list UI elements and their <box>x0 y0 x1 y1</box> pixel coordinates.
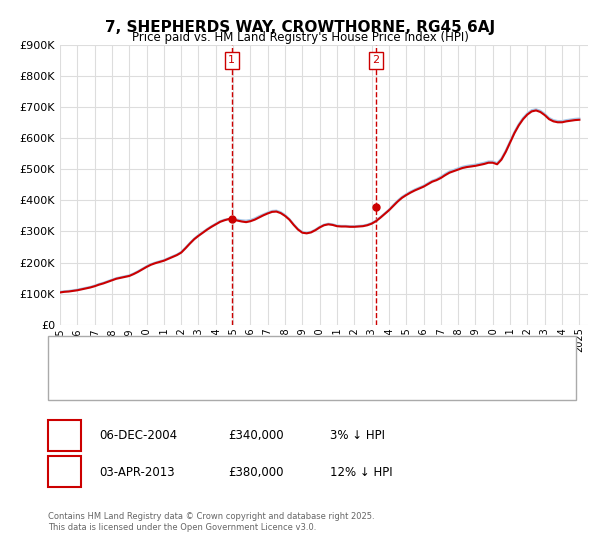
Text: 1: 1 <box>228 55 235 66</box>
Text: 7, SHEPHERDS WAY, CROWTHORNE, RG45 6AJ (detached house): 7, SHEPHERDS WAY, CROWTHORNE, RG45 6AJ (… <box>93 348 428 358</box>
Text: £340,000: £340,000 <box>228 429 284 442</box>
Text: Contains HM Land Registry data © Crown copyright and database right 2025.
This d: Contains HM Land Registry data © Crown c… <box>48 512 374 532</box>
Text: 2: 2 <box>61 465 69 479</box>
Text: Price paid vs. HM Land Registry's House Price Index (HPI): Price paid vs. HM Land Registry's House … <box>131 31 469 44</box>
Text: 1: 1 <box>61 429 69 442</box>
Text: 2: 2 <box>373 55 379 66</box>
Text: 7, SHEPHERDS WAY, CROWTHORNE, RG45 6AJ: 7, SHEPHERDS WAY, CROWTHORNE, RG45 6AJ <box>105 20 495 35</box>
Text: HPI: Average price, detached house, Wokingham: HPI: Average price, detached house, Woki… <box>93 381 347 391</box>
Text: 3% ↓ HPI: 3% ↓ HPI <box>330 429 385 442</box>
Text: 06-DEC-2004: 06-DEC-2004 <box>99 429 177 442</box>
Text: £380,000: £380,000 <box>228 465 284 479</box>
Text: —: — <box>72 377 89 395</box>
Text: —: — <box>72 344 89 362</box>
Text: 12% ↓ HPI: 12% ↓ HPI <box>330 465 392 479</box>
Text: 03-APR-2013: 03-APR-2013 <box>99 465 175 479</box>
